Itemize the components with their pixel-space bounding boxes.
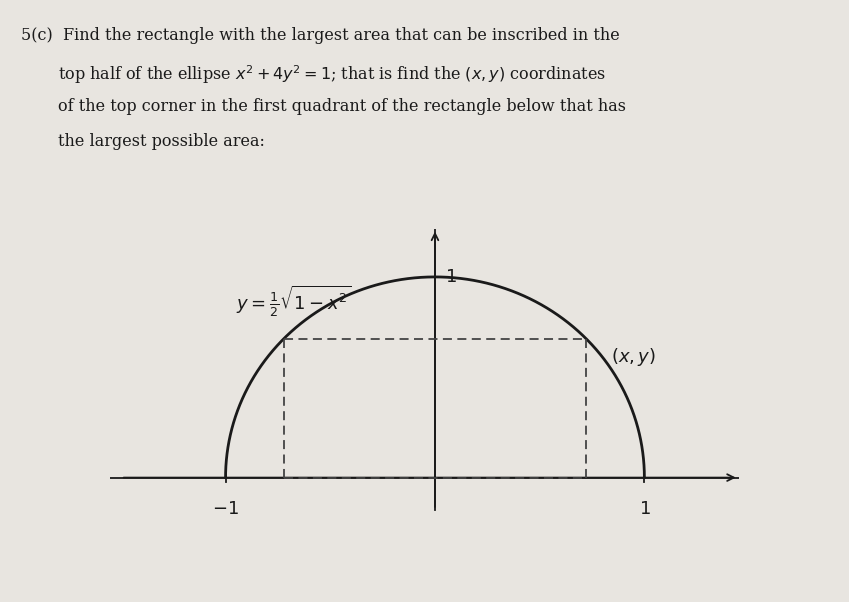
Text: of the top corner in the first quadrant of the rectangle below that has: of the top corner in the first quadrant … [58, 98, 626, 115]
Text: the largest possible area:: the largest possible area: [58, 133, 265, 150]
Text: $y = \frac{1}{2}\sqrt{1-x^2}$: $y = \frac{1}{2}\sqrt{1-x^2}$ [236, 284, 351, 318]
Text: top half of the ellipse $x^2 + 4y^2 = 1$; that is find the $(x, y)$ coordinates: top half of the ellipse $x^2 + 4y^2 = 1$… [58, 63, 605, 86]
Text: 5(c)  Find the rectangle with the largest area that can be inscribed in the: 5(c) Find the rectangle with the largest… [21, 27, 620, 44]
Text: $-1$: $-1$ [212, 500, 239, 518]
Text: $1$: $1$ [638, 500, 650, 518]
Text: $1$: $1$ [446, 268, 458, 286]
Text: $(x, y)$: $(x, y)$ [611, 346, 656, 368]
